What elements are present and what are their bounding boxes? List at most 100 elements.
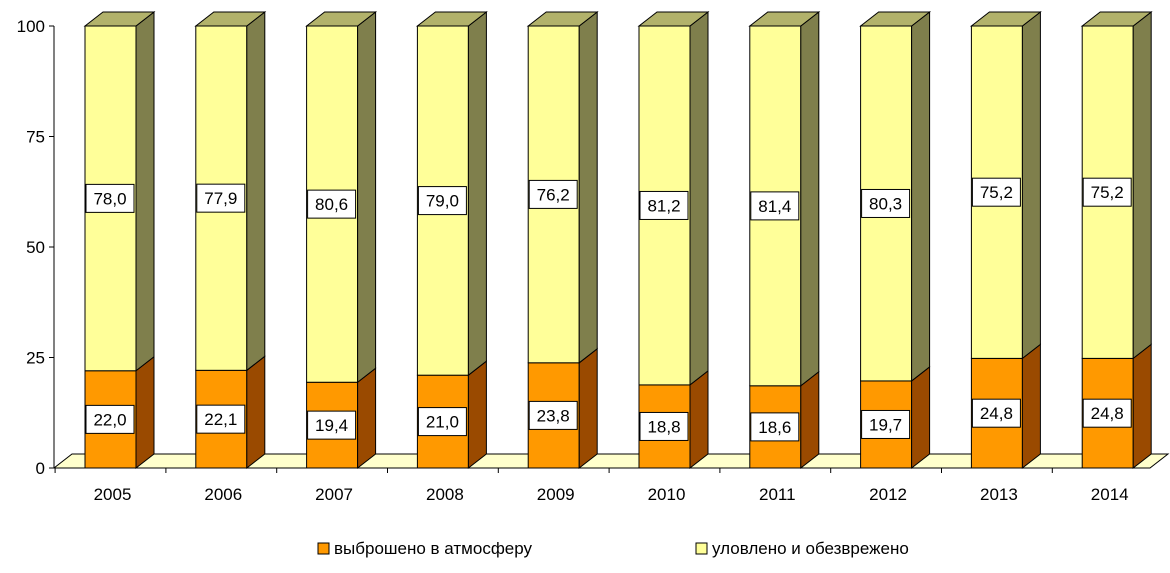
x-tick-label: 2012 [869,485,907,504]
bar-side-captured [357,10,377,384]
bar-side-emitted [1132,343,1152,470]
data-label-captured: 77,9 [196,183,246,213]
data-label-emitted: 22,1 [196,404,246,434]
data-label-captured: 81,4 [750,191,800,221]
data-label-emitted: 23,8 [528,400,578,430]
bar-side-captured [800,10,820,387]
x-tick-label: 2013 [980,485,1018,504]
bar-side-captured [911,10,931,382]
data-label-text: 21,0 [426,413,459,432]
bar-top-face [415,11,488,27]
bar-side-captured [467,10,487,377]
bar-side-captured [578,10,598,364]
bar-top-face [83,11,156,27]
data-label-captured: 75,2 [1082,177,1132,207]
bar-side-emitted [689,369,709,470]
bar-top-face [637,11,710,27]
data-label-text: 22,1 [204,410,237,429]
bar-side-emitted [246,355,266,470]
data-label-captured: 75,2 [971,177,1021,207]
y-tick-label: 0 [36,459,45,478]
bar-side-emitted [357,367,377,470]
data-label-text: 75,2 [980,183,1013,202]
data-label-box [971,177,1021,207]
bar-top-face [748,11,821,27]
data-label-text: 19,4 [315,416,348,435]
data-label-captured: 76,2 [528,179,578,209]
bar-side-captured [246,10,266,372]
data-label-box [1082,177,1132,207]
legend-label: уловлено и обезврежено [712,539,909,558]
data-label-captured: 80,6 [307,189,357,219]
data-label-text: 81,2 [647,196,680,215]
bar-side-emitted [911,365,931,470]
y-tick-label: 75 [26,128,45,147]
bar-side-emitted [467,360,487,470]
data-label-text: 18,8 [647,417,680,436]
y-tick-label: 100 [17,17,45,36]
x-tick-label: 2014 [1091,485,1129,504]
data-label-text: 22,0 [93,410,126,429]
data-label-text: 23,8 [537,406,570,425]
data-label-box [639,190,689,220]
data-label-captured: 81,2 [639,190,689,220]
bar-side-emitted [578,347,598,470]
data-label-emitted: 19,4 [307,410,357,440]
data-label-box [85,183,135,213]
x-tick-label: 2006 [204,485,242,504]
data-label-emitted: 24,8 [971,398,1021,428]
x-tick-label: 2007 [315,485,353,504]
x-tick-label: 2005 [94,485,132,504]
data-label-box [528,400,578,430]
x-tick-label: 2011 [759,485,796,504]
bar-side-emitted [135,355,155,470]
legend-swatch [317,542,330,555]
data-label-text: 18,6 [758,418,791,437]
data-label-text: 24,8 [980,404,1013,423]
bar-top-face [526,11,599,27]
bar-side-captured [135,10,155,372]
x-tick-label: 2009 [537,485,575,504]
data-label-text: 79,0 [426,192,459,211]
x-tick-label: 2010 [648,485,686,504]
data-label-box [528,179,578,209]
bar-side-captured [1021,10,1041,360]
data-label-text: 19,7 [869,415,902,434]
data-label-captured: 78,0 [85,183,135,213]
data-label-box [639,411,689,441]
data-label-text: 80,3 [869,194,902,213]
data-label-emitted: 18,6 [750,412,800,442]
data-label-emitted: 18,8 [639,411,689,441]
data-label-box [196,404,246,434]
data-label-box [861,409,911,439]
data-label-box [417,407,467,437]
data-label-text: 80,6 [315,195,348,214]
data-label-box [307,189,357,219]
data-label-box [750,412,800,442]
data-label-emitted: 21,0 [417,407,467,437]
x-tick-label: 2008 [426,485,464,504]
data-label-emitted: 19,7 [861,409,911,439]
bar-side-captured [1132,10,1152,360]
data-label-box [196,183,246,213]
data-label-text: 78,0 [93,189,126,208]
legend-item-emitted: выброшено в атмосферу [317,539,533,558]
bar-side-emitted [1021,343,1041,470]
data-label-box [750,191,800,221]
data-label-box [307,410,357,440]
data-label-box [861,188,911,218]
y-tick-label: 50 [26,238,45,257]
data-label-emitted: 24,8 [1082,398,1132,428]
bar-side-captured [689,10,709,386]
bar-side-emitted [800,370,820,470]
bar-top-face [1080,11,1153,27]
data-label-text: 76,2 [537,185,570,204]
legend-item-captured: уловлено и обезврежено [695,539,909,558]
data-label-captured: 79,0 [417,186,467,216]
bar-top-face [859,11,932,27]
data-label-box [971,398,1021,428]
data-label-text: 81,4 [758,197,791,216]
data-label-box [417,186,467,216]
